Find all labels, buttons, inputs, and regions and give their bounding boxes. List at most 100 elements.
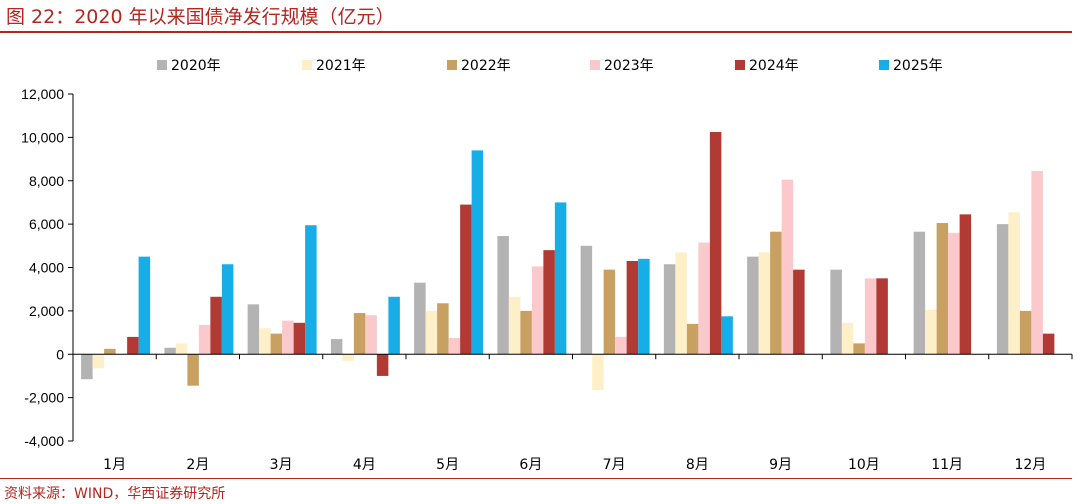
bar <box>543 250 555 355</box>
bar <box>1008 212 1020 355</box>
bar <box>770 231 782 355</box>
legend: 2020年 2021年 2022年 2023年 2024年 2025年 <box>157 58 943 74</box>
footer-rule <box>0 478 1072 479</box>
bar <box>414 282 426 355</box>
legend-swatch <box>302 60 312 70</box>
bar <box>104 348 116 355</box>
bar <box>1031 170 1043 355</box>
y-tick-label: 10,000 <box>21 129 64 145</box>
bar <box>342 354 354 361</box>
bar <box>282 320 294 355</box>
bar <box>747 256 759 355</box>
bar <box>913 231 926 355</box>
bar <box>460 204 472 355</box>
bar <box>448 337 461 355</box>
bar <box>948 232 960 355</box>
y-tick-label: 4,000 <box>29 260 64 276</box>
bar <box>663 264 676 355</box>
bar <box>830 269 842 355</box>
bar <box>293 322 306 355</box>
source-note: 资料来源：WIND，华西证券研究所 <box>4 486 226 502</box>
bar <box>592 354 604 391</box>
legend-label: 2025年 <box>893 58 943 74</box>
bar <box>353 313 366 355</box>
x-category-label: 4月 <box>353 457 376 473</box>
legend-swatch <box>879 60 889 70</box>
legend-label: 2022年 <box>461 58 511 74</box>
bar <box>92 354 105 369</box>
bar <box>864 278 877 355</box>
bar <box>164 347 176 355</box>
bar <box>259 328 271 355</box>
y-tick-label: 6,000 <box>29 216 64 232</box>
bar <box>603 269 616 355</box>
bar <box>531 266 544 355</box>
bar <box>686 323 699 355</box>
bar <box>365 315 377 355</box>
bar <box>376 354 389 376</box>
bar <box>81 354 93 380</box>
legend-swatch <box>735 60 745 70</box>
bar <box>615 336 627 355</box>
bar <box>187 354 199 386</box>
y-tick-label: 12,000 <box>21 86 64 102</box>
bar <box>198 324 211 355</box>
bar <box>221 264 234 355</box>
bar <box>247 304 260 355</box>
bar <box>853 343 865 355</box>
x-category-label: 6月 <box>519 457 542 473</box>
bar <box>1042 333 1055 355</box>
y-tick-label: -4,000 <box>24 433 64 449</box>
legend-swatch <box>447 60 457 70</box>
bar <box>330 339 343 355</box>
bar <box>127 336 139 355</box>
bar <box>508 296 521 355</box>
bar <box>497 236 509 355</box>
x-axis: 1月 2月 3月 4月 5月 6月 7月 8月 9月 10月 11月 12月 <box>72 353 1073 473</box>
bar <box>709 131 722 355</box>
bar <box>520 310 532 355</box>
bar <box>781 179 794 355</box>
y-tick-label: 0 <box>56 346 64 362</box>
y-tick-label: -2,000 <box>24 390 64 406</box>
x-category-label: 9月 <box>769 457 792 473</box>
bar <box>758 252 771 355</box>
bar <box>425 310 438 355</box>
title-rule <box>0 31 1072 33</box>
bar <box>305 225 317 355</box>
bar <box>471 150 484 355</box>
bar <box>925 309 937 355</box>
legend-label: 2021年 <box>316 58 366 74</box>
bar <box>996 224 1009 355</box>
bar <box>388 296 400 355</box>
bar <box>841 322 854 355</box>
y-axis: 12,000 10,000 8,000 6,000 4,000 2,000 0 -2,000 -… <box>21 86 74 449</box>
bar <box>793 269 805 355</box>
bars <box>81 131 1055 391</box>
x-category-label: 8月 <box>686 457 709 473</box>
x-category-label: 2月 <box>186 457 209 473</box>
legend-label: 2024年 <box>749 58 799 74</box>
legend-swatch <box>590 60 600 70</box>
bar <box>626 260 639 355</box>
bar <box>270 333 283 355</box>
x-category-label: 1月 <box>103 457 126 473</box>
bar <box>698 242 710 355</box>
bar <box>936 223 949 355</box>
x-category-label: 10月 <box>848 457 880 473</box>
bar <box>175 343 188 355</box>
y-tick-label: 8,000 <box>29 173 64 189</box>
x-category-label: 5月 <box>436 457 459 473</box>
bar <box>959 214 972 355</box>
x-category-label: 11月 <box>931 457 963 473</box>
bar <box>675 252 687 355</box>
bar <box>1019 310 1032 355</box>
y-tick-label: 2,000 <box>29 303 64 319</box>
x-category-label: 3月 <box>270 457 293 473</box>
bar <box>437 303 449 355</box>
bar <box>638 258 650 355</box>
bar <box>554 202 567 355</box>
bar <box>580 245 593 355</box>
legend-swatch <box>157 60 167 70</box>
